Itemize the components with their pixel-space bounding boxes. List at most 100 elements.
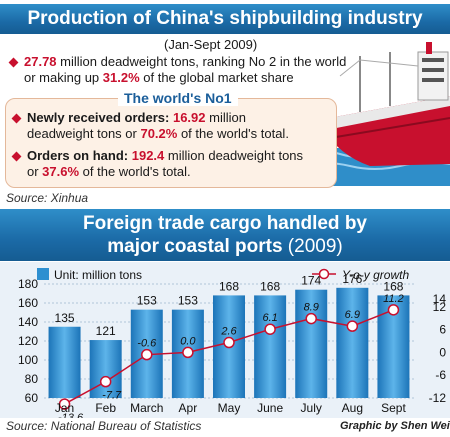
bar [254,295,287,398]
onhand-pct: 37.6% [42,164,80,179]
y-right-tick-label: 14 [433,292,447,306]
growth-value-label: -13.6 [58,412,84,418]
y-left-tick-label: 160 [18,296,38,310]
orders-line2: deadweight tons or 70.2% of the world's … [27,126,289,142]
x-tick-label: Feb [95,401,116,415]
orders-text-b-post: of the world's total. [177,126,289,141]
stat1-value: 27.78 [24,54,57,69]
orders-text-b-pre: deadweight tons or [27,126,141,141]
onhand-label: Orders on hand: [27,148,132,163]
period-label: (Jan-Sept 2009) [164,37,258,52]
bar [295,289,328,398]
orders-label: Newly received orders: [27,110,173,125]
onhand-text-b-post: of the world's total. [79,164,191,179]
y-left-tick-label: 80 [25,372,39,386]
bar-series [48,287,410,398]
ship-hull [318,96,450,166]
y-right-tick-label: 12 [433,300,447,314]
growth-value-label: 11.2 [383,293,404,305]
growth-point [182,346,194,359]
chart-title-year: (2009) [282,236,343,257]
bar-value-label: 135 [55,311,75,325]
chart-title-banner: Foreign trade cargo handled by major coa… [0,209,450,261]
graphic-credit: Graphic by Shen Wei [340,420,450,432]
growth-line-series [58,304,400,410]
bar-value-label: 176 [342,272,362,286]
x-tick-label: June [257,401,283,415]
y-left-tick-label: 180 [18,277,38,291]
orders-value: 16.92 [172,110,206,125]
bar-value-label: 174 [301,274,321,288]
growth-point [58,398,71,410]
y-right-tick-label: -6 [435,368,446,382]
bar [48,326,81,398]
y-right-tick-label: 0 [439,345,446,359]
title-banner: Production of China's shipbuilding indus… [0,4,450,34]
stat1-text-b-pre: or making up [24,70,103,85]
y-right-tick-label: 6 [439,323,446,337]
chart-title-main: major coastal ports [107,236,283,257]
stat1-line1: 27.78 million deadweight tons, ranking N… [24,54,346,70]
x-tick-label: Apr [179,401,198,415]
growth-point [305,312,317,325]
legend-line-marker [318,268,330,280]
ship-illustration [300,36,450,186]
onhand-line2: or 37.6% of the world's total. [27,164,191,180]
bar-value-label: 168 [383,279,403,293]
growth-point [223,336,235,349]
bar [89,340,122,398]
onhand-value: 192.4 [131,148,165,163]
growth-value-label: 2.6 [220,326,237,338]
x-tick-label: Sept [381,401,406,415]
x-tick-label: Jan [55,401,74,415]
x-tick-label: Aug [342,401,363,415]
source-nbs: Source: National Bureau of Statistics [6,419,202,433]
y-left-tick-label: 140 [18,315,38,329]
page-title: Production of China's shipbuilding indus… [27,8,423,29]
bar-value-label: 168 [260,279,280,293]
growth-value-label: 6.9 [345,309,360,321]
growth-value-label: -0.6 [137,338,157,350]
growth-value-label: -7.7 [102,390,122,402]
x-tick-label: March [130,401,163,415]
onhand-line1: Orders on hand: 192.4 million deadweight… [27,148,303,164]
y-left-tick-label: 100 [18,353,38,367]
chart-title-line1: Foreign trade cargo handled by [83,213,367,234]
orders-line1: Newly received orders: 16.92 million [27,110,246,126]
bar-value-label: 121 [96,324,116,338]
cargo-chart: 135 121 153 153 168 168 174 176 168 -13.6 -7.7 -0.6… [0,262,450,418]
stat1-line2: or making up 31.2% of the global market … [24,70,294,86]
growth-point [387,304,400,316]
bar-value-label: 168 [219,279,239,293]
bar [336,287,369,398]
growth-point [346,320,359,332]
chart-legend: Unit: million tons Y-o-y growth [37,268,409,282]
orders-text-a: million [205,110,246,125]
y-right-tick-label: -12 [429,391,447,405]
y-left-tick-label: 60 [25,391,39,405]
stat1-text-a: million deadweight tons, ranking No 2 in… [56,54,347,69]
orders-pct: 70.2% [140,126,178,141]
onhand-text-b-pre: or [27,164,43,179]
growth-value-label: 6.1 [262,312,277,324]
growth-point [264,323,276,335]
bar-value-label: 153 [178,294,198,308]
chart-title-line2: major coastal ports (2009) [0,235,450,258]
y-left-tick-label: 120 [18,334,38,348]
bar-value-label: 153 [137,294,157,308]
stat1-text-b-post: of the global market share [139,70,294,85]
onhand-text-a: million deadweight tons [164,148,304,163]
legend-bar-swatch [37,268,49,280]
legend-bar-label: Unit: million tons [54,268,142,282]
world-no1-box [5,98,337,188]
legend-line-label: Y-o-y growth [342,268,409,282]
growth-value-label: 8.9 [304,302,319,314]
source-xinhua: Source: Xinhua [6,191,89,205]
no1-heading: The world's No1 [118,90,238,106]
x-tick-label: May [218,401,241,415]
bullet-icon [8,57,19,68]
growth-point [99,375,112,388]
data-labels: 135 121 153 153 168 168 174 176 168 -13.6 -7.7 -0.6… [55,272,404,418]
